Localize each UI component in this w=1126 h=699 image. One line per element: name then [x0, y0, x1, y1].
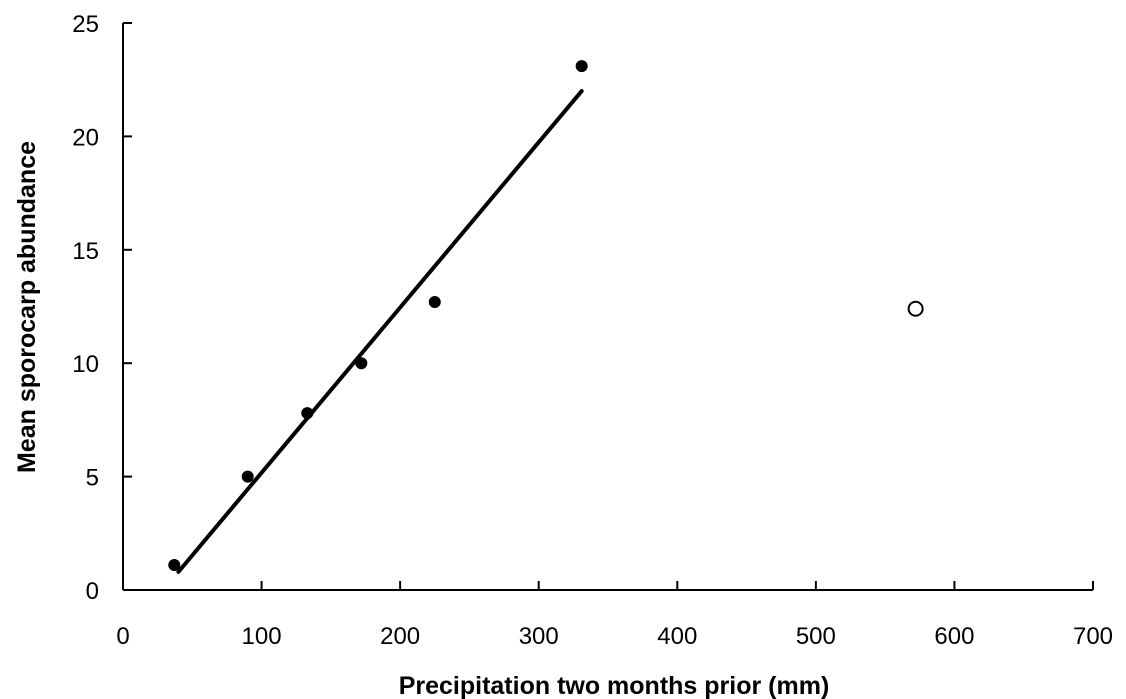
data-points [168, 60, 924, 572]
y-axis-title: Mean sporocarp abundance [13, 141, 41, 473]
x-tick-label: 600 [934, 623, 974, 650]
data-point [575, 60, 588, 73]
data-point [428, 295, 441, 308]
y-tick-label: 5 [86, 465, 99, 492]
x-axis-title: Precipitation two months prior (mm) [399, 672, 830, 699]
y-tick-label: 15 [72, 238, 99, 265]
y-tick-label: 10 [72, 351, 99, 378]
regression-line [176, 89, 584, 574]
x-axis-ticks: 0 100 200 300 400 500 600 700 [116, 581, 1113, 650]
data-point [168, 559, 181, 572]
y-tick-label: 20 [72, 124, 99, 151]
x-tick-label: 100 [242, 623, 282, 650]
x-tick-label: 200 [380, 623, 420, 650]
y-axis-ticks: 0 5 10 15 20 25 [72, 11, 132, 605]
x-tick-label: 400 [657, 623, 697, 650]
axes [122, 23, 1093, 591]
x-tick-label: 500 [796, 623, 836, 650]
data-point [301, 407, 314, 420]
x-tick-label: 300 [519, 623, 559, 650]
y-tick-label: 0 [86, 578, 99, 605]
y-tick-label: 25 [72, 11, 99, 38]
x-tick-label: 700 [1073, 623, 1113, 650]
x-tick-label: 0 [116, 623, 129, 650]
regression-line-group [176, 89, 584, 574]
data-point [355, 357, 368, 370]
data-point-open [907, 300, 924, 317]
data-point [241, 470, 254, 483]
